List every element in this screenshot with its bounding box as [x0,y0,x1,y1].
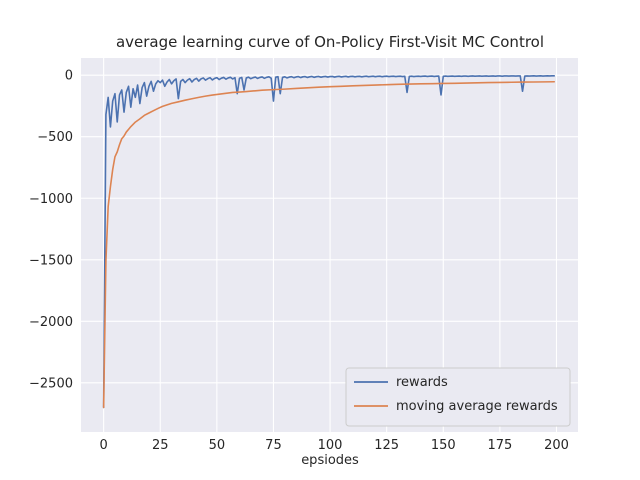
x-axis-label: epsiodes [301,453,359,468]
y-tick-label: −1000 [29,192,73,207]
legend-label-rewards: rewards [396,375,448,390]
x-tick-label: 125 [374,438,399,453]
tick-labels: 0 25 50 75 100 125 150 175 200 0 −500 −1000 −1500 −20… [29,69,569,453]
gridlines [81,58,578,432]
x-tick-label: 75 [265,438,282,453]
series-line-rewards [102,75,556,409]
x-tick-label: 150 [431,438,456,453]
y-tick-label: 0 [65,69,73,84]
x-tick-label: 200 [544,438,569,453]
y-tick-label: −2000 [29,315,73,330]
x-tick-label: 50 [209,438,226,453]
x-tick-label: 25 [152,438,169,453]
y-tick-label: −500 [37,130,73,145]
y-tick-label: −2500 [29,376,73,391]
legend: rewards moving average rewards [345,367,571,427]
legend-box [345,367,571,427]
y-tick-label: −1500 [29,253,73,268]
x-tick-label: 0 [100,438,108,453]
legend-label-moving-average: moving average rewards [396,399,558,414]
series-lines [102,75,556,409]
x-tick-label: 175 [487,438,512,453]
x-tick-label: 100 [318,438,343,453]
chart-title: average learning curve of On-Policy Firs… [116,33,544,51]
series-line-moving_average [102,80,556,409]
